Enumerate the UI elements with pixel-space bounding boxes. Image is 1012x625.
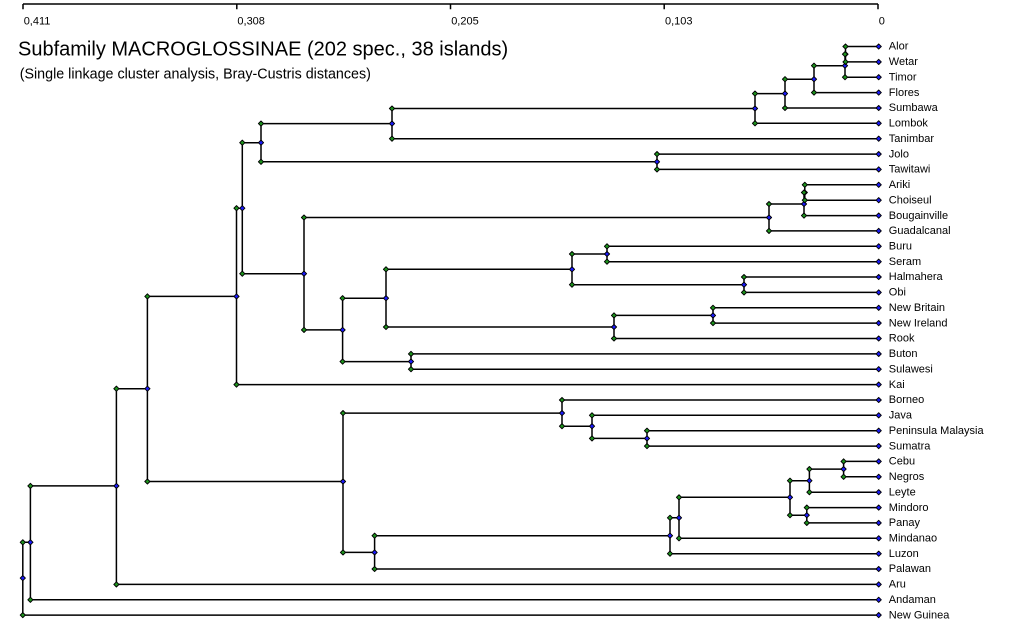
- svg-text:Halmahera: Halmahera: [889, 271, 944, 283]
- svg-text:Timor: Timor: [889, 71, 917, 83]
- svg-text:Seram: Seram: [889, 256, 921, 268]
- svg-text:0: 0: [879, 15, 885, 27]
- svg-text:Peninsula Malaysia: Peninsula Malaysia: [889, 425, 985, 437]
- svg-text:Negros: Negros: [889, 471, 925, 483]
- svg-text:Bougainville: Bougainville: [889, 210, 948, 222]
- svg-text:Leyte: Leyte: [889, 486, 916, 498]
- svg-text:Obi: Obi: [889, 287, 906, 299]
- svg-text:Wetar: Wetar: [889, 56, 918, 68]
- svg-text:New Ireland: New Ireland: [889, 317, 948, 329]
- svg-text:Flores: Flores: [889, 87, 920, 99]
- svg-text:Choiseul: Choiseul: [889, 194, 932, 206]
- svg-text:New Guinea: New Guinea: [889, 609, 950, 621]
- svg-text:Buton: Buton: [889, 348, 918, 360]
- svg-text:Subfamily MACROGLOSSINAE (202: Subfamily MACROGLOSSINAE (202 spec., 38 …: [18, 39, 508, 61]
- svg-text:Sumbawa: Sumbawa: [889, 102, 939, 114]
- svg-text:0,205: 0,205: [451, 15, 479, 27]
- svg-text:Rook: Rook: [889, 333, 915, 345]
- svg-text:Buru: Buru: [889, 241, 912, 253]
- svg-text:0,103: 0,103: [665, 15, 693, 27]
- svg-text:New Britain: New Britain: [889, 302, 945, 314]
- svg-text:Palawan: Palawan: [889, 563, 931, 575]
- svg-text:Luzon: Luzon: [889, 548, 919, 560]
- svg-text:Andaman: Andaman: [889, 594, 936, 606]
- svg-text:Ariki: Ariki: [889, 179, 910, 191]
- svg-text:Cebu: Cebu: [889, 456, 915, 468]
- svg-text:Borneo: Borneo: [889, 394, 924, 406]
- svg-text:Java: Java: [889, 410, 913, 422]
- svg-text:Panay: Panay: [889, 517, 921, 529]
- svg-text:Tawitawi: Tawitawi: [889, 164, 931, 176]
- svg-text:0,411: 0,411: [24, 15, 51, 27]
- svg-text:0,308: 0,308: [237, 15, 265, 27]
- svg-text:Lombok: Lombok: [889, 118, 929, 130]
- svg-text:Mindanao: Mindanao: [889, 533, 937, 545]
- svg-text:Jolo: Jolo: [889, 148, 909, 160]
- svg-text:Mindoro: Mindoro: [889, 502, 929, 514]
- svg-text:Aru: Aru: [889, 579, 906, 591]
- svg-text:Alor: Alor: [889, 41, 909, 53]
- svg-text:Kai: Kai: [889, 379, 905, 391]
- svg-text:Sulawesi: Sulawesi: [889, 363, 933, 375]
- svg-text:Sumatra: Sumatra: [889, 440, 931, 452]
- svg-text:Tanimbar: Tanimbar: [889, 133, 935, 145]
- svg-text:Guadalcanal: Guadalcanal: [889, 225, 951, 237]
- svg-text:(Single linkage cluster analys: (Single linkage cluster analysis, Bray-C…: [20, 66, 371, 82]
